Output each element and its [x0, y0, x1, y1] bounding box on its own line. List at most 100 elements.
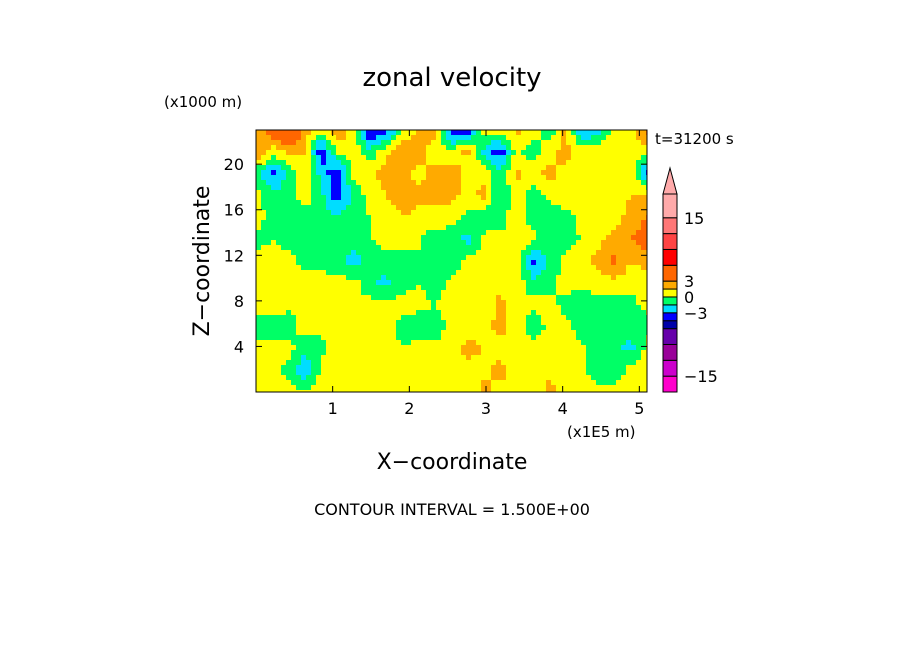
field-cell — [371, 365, 377, 371]
field-cell — [641, 285, 647, 291]
field-cell — [361, 335, 367, 341]
field-cell — [326, 315, 332, 321]
field-cell — [511, 170, 517, 176]
field-cell — [571, 195, 577, 201]
field-cell — [461, 370, 467, 376]
field-cell — [321, 240, 327, 246]
field-cell — [316, 370, 322, 376]
field-cell — [421, 390, 427, 393]
field-cell — [376, 235, 382, 241]
field-cell — [526, 145, 532, 151]
field-cell — [466, 140, 472, 146]
field-cell — [616, 375, 622, 381]
field-cell — [301, 185, 307, 191]
field-cell — [486, 160, 492, 166]
field-cell — [281, 325, 287, 331]
field-cell — [346, 285, 352, 291]
field-cell — [541, 350, 547, 356]
field-cell — [536, 175, 542, 181]
field-cell — [556, 255, 562, 261]
field-cell — [621, 300, 627, 306]
field-cell — [391, 280, 397, 286]
field-cell — [461, 145, 467, 151]
field-cell — [256, 185, 262, 191]
field-cell — [436, 315, 442, 321]
field-cell — [376, 365, 382, 371]
field-cell — [326, 245, 332, 251]
field-cell — [571, 175, 577, 181]
field-cell — [461, 310, 467, 316]
field-cell — [626, 170, 632, 176]
field-cell — [596, 240, 602, 246]
field-cell — [326, 325, 332, 331]
field-cell — [276, 150, 282, 156]
field-cell — [261, 150, 267, 156]
field-cell — [556, 370, 562, 376]
field-cell — [341, 175, 347, 181]
field-cell — [456, 315, 462, 321]
field-cell — [276, 380, 282, 386]
field-cell — [576, 245, 582, 251]
field-cell — [621, 335, 627, 341]
field-cell — [321, 270, 327, 276]
field-cell — [641, 160, 647, 166]
field-cell — [291, 350, 297, 356]
field-cell — [271, 190, 277, 196]
field-cell — [366, 330, 372, 336]
field-cell — [396, 160, 402, 166]
field-cell — [486, 215, 492, 221]
field-cell — [396, 220, 402, 226]
field-cell — [436, 305, 442, 311]
field-cell — [576, 200, 582, 206]
field-cell — [416, 175, 422, 181]
contour-interval-footer: CONTOUR INTERVAL = 1.500E+00 — [314, 500, 590, 519]
field-cell — [426, 155, 432, 161]
field-cell — [371, 350, 377, 356]
field-cell — [601, 360, 607, 366]
field-cell — [356, 210, 362, 216]
field-cell — [531, 370, 537, 376]
field-cell — [366, 340, 372, 346]
field-cell — [456, 200, 462, 206]
field-cell — [416, 335, 422, 341]
field-cell — [551, 200, 557, 206]
field-cell — [271, 330, 277, 336]
field-cell — [286, 280, 292, 286]
field-cell — [596, 315, 602, 321]
field-cell — [616, 290, 622, 296]
field-cell — [631, 260, 637, 266]
field-cell — [591, 205, 597, 211]
field-cell — [396, 305, 402, 311]
field-cell — [461, 360, 467, 366]
field-cell — [476, 175, 482, 181]
field-cell — [411, 290, 417, 296]
field-cell — [436, 175, 442, 181]
field-cell — [376, 280, 382, 286]
field-cell — [511, 190, 517, 196]
field-cell — [591, 175, 597, 181]
field-cell — [256, 250, 262, 256]
field-cell — [466, 160, 472, 166]
field-cell — [466, 225, 472, 231]
field-cell — [621, 240, 627, 246]
field-cell — [541, 250, 547, 256]
field-cell — [261, 160, 267, 166]
field-cell — [596, 260, 602, 266]
field-cell — [516, 375, 522, 381]
field-cell — [376, 230, 382, 236]
field-cell — [306, 325, 312, 331]
field-cell — [311, 385, 317, 391]
field-cell — [346, 140, 352, 146]
field-cell — [401, 285, 407, 291]
field-cell — [641, 265, 647, 271]
field-cell — [306, 255, 312, 261]
field-cell — [621, 185, 627, 191]
field-cell — [551, 155, 557, 161]
field-cell — [376, 345, 382, 351]
field-cell — [341, 335, 347, 341]
field-cell — [476, 155, 482, 161]
field-cell — [606, 290, 612, 296]
field-cell — [541, 240, 547, 246]
field-cell — [571, 265, 577, 271]
field-cell — [601, 380, 607, 386]
